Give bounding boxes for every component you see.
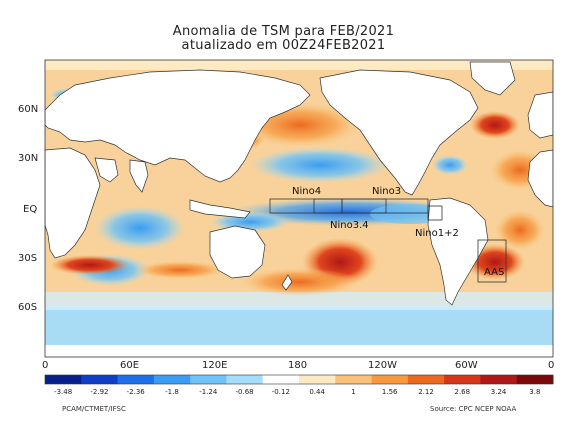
- label-nino34: Nino3.4: [330, 220, 369, 231]
- australia: [209, 225, 266, 279]
- colorbar-swatch: [371, 375, 409, 384]
- colorbar-label: 3.8: [529, 388, 540, 396]
- aas-box: [477, 239, 507, 283]
- map-title: Anomalia de TSM para FEB/2021: [172, 24, 395, 39]
- colorbar-swatch: [262, 375, 300, 384]
- colorbar: -3.48 -2.92 -2.36 -1.8 -1.24 -0.68 -0.12 0.44 1 1…: [44, 374, 554, 396]
- footer-source: Source: CPC NCEP NOAA: [430, 405, 516, 413]
- colorbar-swatch: [226, 375, 264, 384]
- colorbar-label: -1.8: [165, 388, 179, 396]
- lat-label-eq: EQ: [23, 204, 37, 215]
- colorbar-swatch: [190, 375, 227, 384]
- colorbar-swatch: [516, 375, 554, 384]
- map-subtitle: atualizado em 00Z24FEB2021: [181, 38, 386, 53]
- colorbar-swatch: [81, 375, 119, 384]
- label-nino12: Nino1+2: [415, 228, 459, 239]
- colorbar-label: 1: [351, 388, 355, 396]
- lon-label-120e: 120E: [202, 360, 227, 371]
- lon-label-0-east: 0: [548, 360, 554, 371]
- colorbar-swatch: [480, 375, 518, 384]
- colorbar-label: 0.44: [309, 388, 325, 396]
- africa: [45, 147, 101, 259]
- label-nino4: Nino4: [292, 186, 321, 197]
- lat-label-60s: 60S: [18, 302, 37, 313]
- colorbar-label: -1.24: [199, 388, 218, 396]
- new-zealand: [281, 274, 293, 291]
- colorbar-swatch: [45, 375, 82, 384]
- africa-west: [527, 149, 553, 208]
- colorbar-label: -3.48: [54, 388, 72, 396]
- south-america: [427, 197, 489, 306]
- land-masses: [45, 61, 553, 357]
- europe-west: [527, 91, 553, 139]
- lon-label-120w: 120W: [368, 360, 397, 371]
- lon-label-0: 0: [42, 360, 48, 371]
- colorbar-swatch: [407, 375, 445, 384]
- lon-label-60e: 60E: [120, 360, 139, 371]
- colorbar-label: 3.24: [491, 388, 507, 396]
- greenland: [469, 61, 516, 96]
- colorbar-label: 2.68: [454, 388, 470, 396]
- north-america: [319, 69, 479, 196]
- label-aas: AAS: [484, 267, 504, 278]
- colorbar-label: -2.92: [90, 388, 108, 396]
- arabia: [94, 157, 119, 183]
- lat-label-60n: 60N: [18, 104, 38, 115]
- eurasia: [45, 69, 311, 183]
- colorbar-swatch: [444, 375, 481, 384]
- colorbar-label: -0.12: [272, 388, 290, 396]
- colorbar-label: 2.12: [418, 388, 434, 396]
- lon-label-180: 180: [288, 360, 307, 371]
- nino-boxes: [269, 198, 507, 283]
- lat-label-30s: 30S: [18, 253, 37, 264]
- india: [129, 159, 149, 193]
- colorbar-frame: [44, 374, 554, 385]
- label-nino3: Nino3: [372, 186, 401, 197]
- nino12-box: [427, 205, 443, 221]
- colorbar-swatch: [117, 375, 155, 384]
- colorbar-swatch: [335, 375, 373, 384]
- lat-label-30n: 30N: [18, 153, 38, 164]
- footer-left-credit: PCAM/CTMET/IFSC: [62, 405, 126, 413]
- colorbar-swatch: [299, 375, 336, 384]
- colorbar-swatch: [153, 375, 191, 384]
- colorbar-label: -2.36: [127, 388, 146, 396]
- colorbar-label: 1.56: [382, 388, 398, 396]
- lon-label-60w: 60W: [455, 360, 478, 371]
- map-frame: [44, 59, 554, 358]
- indonesia: [189, 199, 251, 219]
- antarctica: [45, 345, 553, 357]
- colorbar-label: -0.68: [236, 388, 254, 396]
